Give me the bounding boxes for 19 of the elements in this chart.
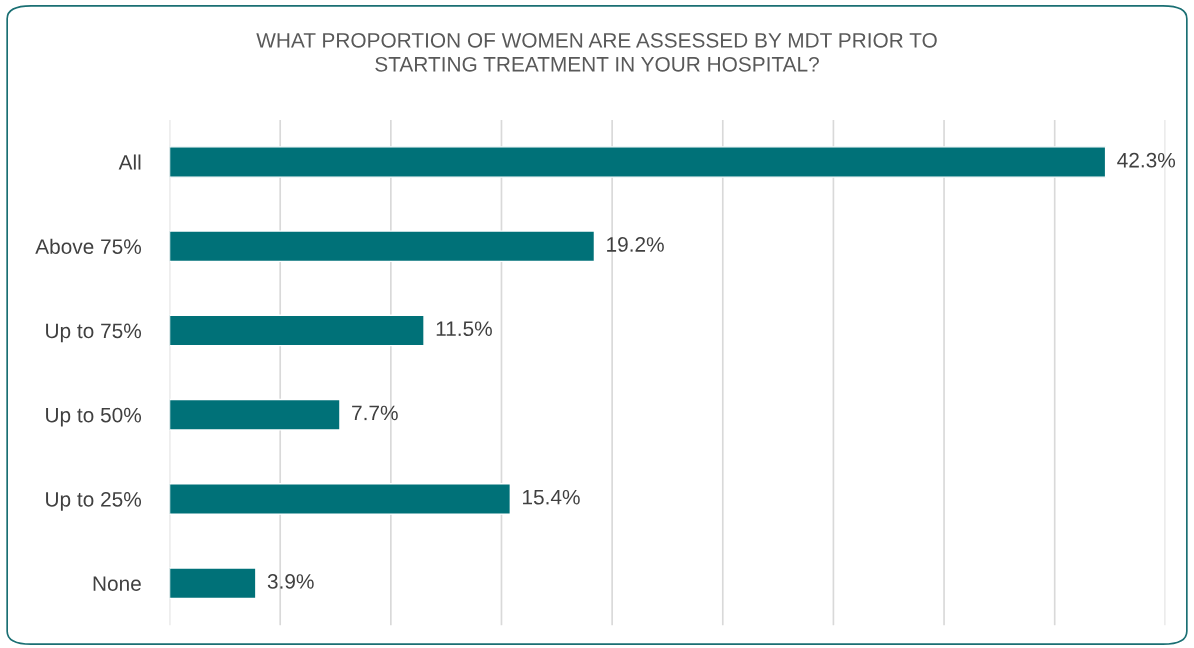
y-tick-label: Up to 25% <box>46 491 142 511</box>
data-label: 15.4% <box>523 489 580 505</box>
bar <box>169 567 257 600</box>
data-label: 7.7% <box>352 405 398 421</box>
y-tick-label: All <box>118 154 141 170</box>
chart-title: WHAT PROPORTION OF WOMEN ARE ASSESSED BY MDT PRIOR TO STARTING TREATMENT IN YOUR HOSPITAL? <box>256 32 937 72</box>
data-label: 19.2% <box>607 237 664 252</box>
bar <box>169 314 425 347</box>
data-label: 11.5% <box>436 321 492 337</box>
data-label: 42.3% <box>1117 152 1176 168</box>
bar <box>169 146 1107 178</box>
y-tick-label: Above 75% <box>35 238 142 254</box>
bar <box>169 230 596 263</box>
bar <box>169 483 512 515</box>
bar <box>169 398 341 431</box>
y-tick-label: Up to 75% <box>46 323 142 343</box>
y-tick-label: None <box>93 576 141 591</box>
data-label: 3.9% <box>267 574 314 589</box>
y-tick-label: Up to 50% <box>46 407 142 427</box>
